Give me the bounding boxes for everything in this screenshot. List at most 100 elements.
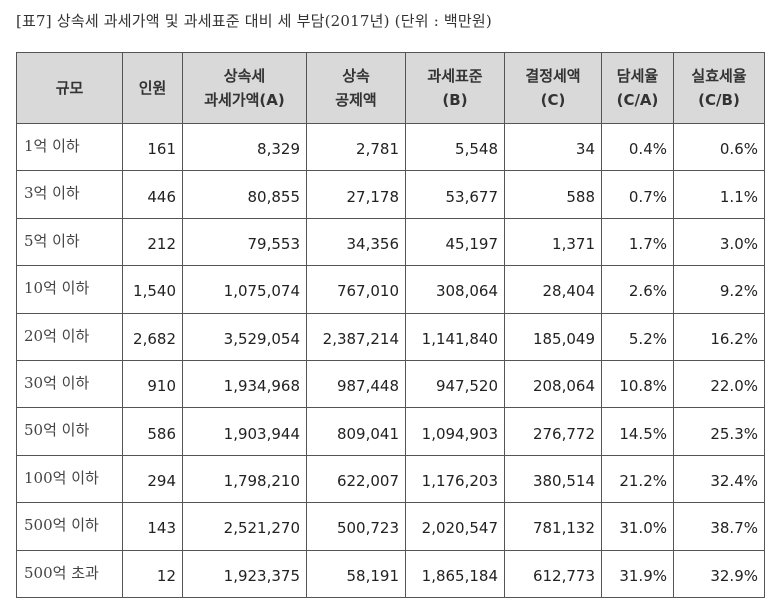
cell-taxable-value: 1,903,944	[182, 407, 307, 456]
cell-deduction: 987,448	[306, 359, 406, 409]
cell-effective-rate: 1.1%	[673, 170, 765, 219]
cell-headcount: 143	[122, 502, 183, 551]
cell-taxable-value: 2,521,270	[182, 502, 307, 551]
cell-burden-rate: 2.6%	[601, 265, 674, 314]
cell-determined-tax: 28,404	[504, 265, 602, 314]
header-effective-rate: 실효세율 (C/B)	[673, 52, 765, 124]
cell-tax-base: 45,197	[405, 217, 505, 267]
cell-deduction: 34,356	[306, 217, 406, 267]
cell-taxable-value: 3,529,054	[182, 312, 307, 361]
table-caption: [표7] 상속세 과세가액 및 과세표준 대비 세 부담(2017년) (단위 …	[16, 12, 492, 30]
cell-effective-rate: 0.6%	[673, 122, 765, 172]
cell-effective-rate: 32.4%	[673, 454, 765, 504]
cell-burden-rate: 31.9%	[601, 549, 674, 598]
cell-deduction: 622,007	[306, 454, 406, 504]
cell-determined-tax: 185,049	[504, 312, 602, 361]
cell-burden-rate: 31.0%	[601, 502, 674, 551]
table-row: 20억 이하 2,682 3,529,054 2,387,214 1,141,840 18…	[16, 312, 765, 361]
cell-effective-rate: 25.3%	[673, 407, 765, 456]
cell-headcount: 2,682	[122, 312, 183, 361]
cell-determined-tax: 208,064	[504, 359, 602, 409]
header-burden-rate: 담세율 (C/A)	[601, 52, 674, 124]
cell-tax-base: 1,094,903	[405, 407, 505, 456]
cell-burden-rate: 5.2%	[601, 312, 674, 361]
cell-burden-rate: 10.8%	[601, 359, 674, 409]
cell-scale: 10억 이하	[16, 265, 123, 314]
cell-scale: 20억 이하	[16, 312, 123, 361]
cell-taxable-value: 1,798,210	[182, 454, 307, 504]
cell-effective-rate: 32.9%	[673, 549, 765, 598]
header-determined-tax: 결정세액 (C)	[504, 52, 602, 124]
table-row: 500억 초과 12 1,923,375 58,191 1,865,184 612,773…	[16, 549, 765, 598]
cell-taxable-value: 80,855	[182, 170, 307, 219]
cell-deduction: 58,191	[306, 549, 406, 598]
cell-effective-rate: 16.2%	[673, 312, 765, 361]
header-scale: 규모	[16, 52, 123, 124]
table-row: 100억 이하 294 1,798,210 622,007 1,176,203 380,5…	[16, 454, 765, 504]
cell-scale: 3억 이하	[16, 170, 123, 219]
cell-effective-rate: 38.7%	[673, 502, 765, 551]
cell-headcount: 161	[122, 122, 183, 172]
cell-taxable-value: 1,923,375	[182, 549, 307, 598]
cell-deduction: 27,178	[306, 170, 406, 219]
cell-burden-rate: 1.7%	[601, 217, 674, 267]
table-row: 3억 이하 446 80,855 27,178 53,677 588 0.7% 1.1%	[16, 170, 765, 219]
cell-taxable-value: 79,553	[182, 217, 307, 267]
table-row: 5억 이하 212 79,553 34,356 45,197 1,371 1.7% 3.0%	[16, 217, 765, 267]
cell-headcount: 212	[122, 217, 183, 267]
cell-taxable-value: 1,075,074	[182, 265, 307, 314]
cell-deduction: 767,010	[306, 265, 406, 314]
cell-headcount: 446	[122, 170, 183, 219]
cell-effective-rate: 9.2%	[673, 265, 765, 314]
table-row: 30억 이하 910 1,934,968 987,448 947,520 208,064 1…	[16, 359, 765, 409]
cell-scale: 30억 이하	[16, 359, 123, 409]
cell-taxable-value: 1,934,968	[182, 359, 307, 409]
cell-headcount: 1,540	[122, 265, 183, 314]
cell-effective-rate: 3.0%	[673, 217, 765, 267]
cell-headcount: 910	[122, 359, 183, 409]
cell-tax-base: 2,020,547	[405, 502, 505, 551]
tax-burden-table: 규모 인원 상속세 과세가액(A) 상속 공제액 과세표준 (B) 결정세액 (…	[16, 52, 765, 598]
cell-tax-base: 5,548	[405, 122, 505, 172]
cell-scale: 100억 이하	[16, 454, 123, 504]
header-row: 규모 인원 상속세 과세가액(A) 상속 공제액 과세표준 (B) 결정세액 (…	[16, 52, 765, 124]
header-taxable-value: 상속세 과세가액(A)	[182, 52, 307, 124]
cell-deduction: 809,041	[306, 407, 406, 456]
table-row: 10억 이하 1,540 1,075,074 767,010 308,064 28,404…	[16, 265, 765, 314]
cell-deduction: 2,781	[306, 122, 406, 172]
cell-determined-tax: 276,772	[504, 407, 602, 456]
cell-scale: 500억 초과	[16, 549, 123, 598]
table-row: 500억 이하 143 2,521,270 500,723 2,020,547 781,1…	[16, 502, 765, 551]
cell-headcount: 294	[122, 454, 183, 504]
header-deduction: 상속 공제액	[306, 52, 406, 124]
cell-determined-tax: 612,773	[504, 549, 602, 598]
cell-burden-rate: 14.5%	[601, 407, 674, 456]
cell-tax-base: 308,064	[405, 265, 505, 314]
cell-tax-base: 1,141,840	[405, 312, 505, 361]
cell-burden-rate: 0.7%	[601, 170, 674, 219]
cell-tax-base: 1,865,184	[405, 549, 505, 598]
table-row: 1억 이하 161 8,329 2,781 5,548 34 0.4% 0.6%	[16, 122, 765, 172]
cell-determined-tax: 34	[504, 122, 602, 172]
cell-burden-rate: 0.4%	[601, 122, 674, 172]
cell-determined-tax: 588	[504, 170, 602, 219]
table-row: 50억 이하 586 1,903,944 809,041 1,094,903 276,77…	[16, 407, 765, 456]
cell-scale: 1억 이하	[16, 122, 123, 172]
cell-deduction: 500,723	[306, 502, 406, 551]
cell-scale: 5억 이하	[16, 217, 123, 267]
cell-headcount: 12	[122, 549, 183, 598]
cell-tax-base: 1,176,203	[405, 454, 505, 504]
cell-taxable-value: 8,329	[182, 122, 307, 172]
cell-determined-tax: 1,371	[504, 217, 602, 267]
cell-burden-rate: 21.2%	[601, 454, 674, 504]
cell-deduction: 2,387,214	[306, 312, 406, 361]
cell-scale: 500억 이하	[16, 502, 123, 551]
cell-determined-tax: 781,132	[504, 502, 602, 551]
cell-headcount: 586	[122, 407, 183, 456]
header-headcount: 인원	[122, 52, 183, 124]
header-tax-base: 과세표준 (B)	[405, 52, 505, 124]
cell-tax-base: 947,520	[405, 359, 505, 409]
cell-scale: 50억 이하	[16, 407, 123, 456]
cell-tax-base: 53,677	[405, 170, 505, 219]
cell-determined-tax: 380,514	[504, 454, 602, 504]
